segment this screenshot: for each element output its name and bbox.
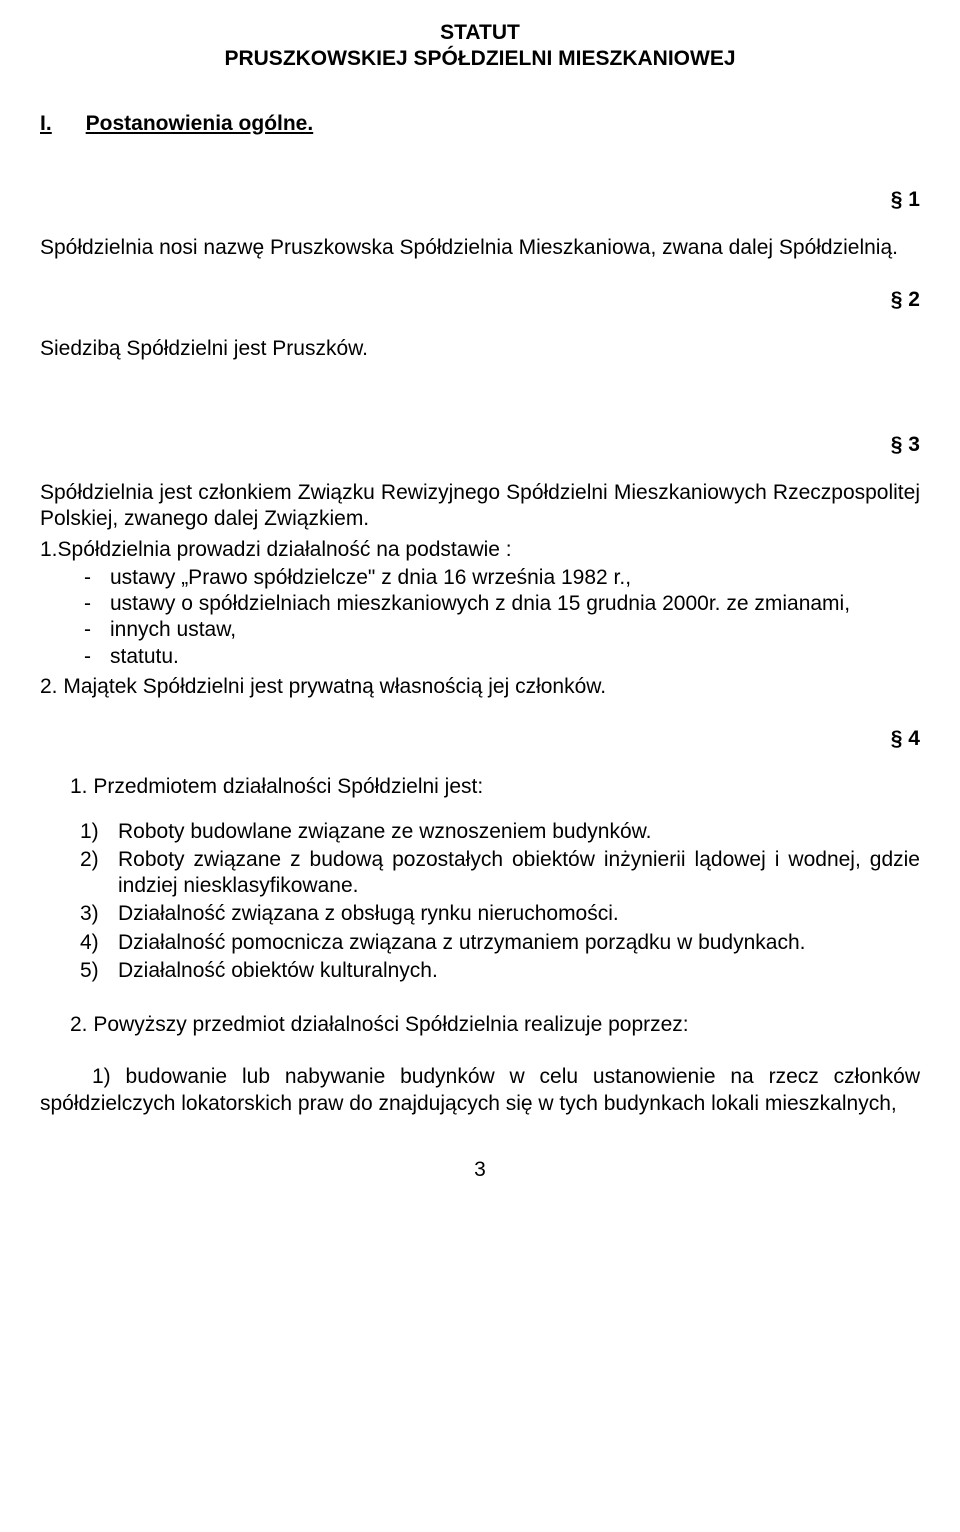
p3-point1-list: -ustawy „Prawo spółdzielcze" z dnia 16 w…: [40, 565, 920, 670]
p3-point1-intro: 1.Spółdzielnia prowadzi działalność na p…: [40, 537, 920, 563]
section-number: I.: [40, 111, 52, 137]
list-item: -innych ustaw,: [84, 617, 920, 643]
paragraph-2-text: Siedzibą Spółdzielni jest Pruszków.: [40, 336, 920, 362]
paragraph-marker-3: § 3: [40, 432, 920, 458]
section-heading-I: I. Postanowienia ogólne.: [40, 111, 920, 137]
list-item: 5)Działalność obiektów kulturalnych.: [80, 958, 920, 984]
list-item: 1)Roboty budowlane związane ze wznoszeni…: [80, 819, 920, 845]
paragraph-marker-2: § 2: [40, 287, 920, 313]
paragraph-1-text: Spółdzielnia nosi nazwę Pruszkowska Spół…: [40, 235, 920, 261]
list-item: 4)Działalność pomocnicza związana z utrz…: [80, 930, 920, 956]
paragraph-marker-4: § 4: [40, 726, 920, 752]
page-number: 3: [40, 1157, 920, 1183]
title-line-1: STATUT: [40, 20, 920, 46]
list-item: 3)Działalność związana z obsługą rynku n…: [80, 901, 920, 927]
p4-point2-item1: 1) budowanie lub nabywanie budynków w ce…: [40, 1064, 920, 1117]
p4-point2-intro: 2. Powyższy przedmiot działalności Spółd…: [40, 1012, 920, 1038]
document-title-block: STATUT PRUSZKOWSKIEJ SPÓŁDZIELNI MIESZKA…: [40, 20, 920, 73]
paragraph-marker-1: § 1: [40, 187, 920, 213]
list-item: 2)Roboty związane z budową pozostałych o…: [80, 847, 920, 900]
p3-point2: 2. Majątek Spółdzielni jest prywatną wła…: [40, 674, 920, 700]
list-item: -ustawy o spółdzielniach mieszkaniowych …: [84, 591, 920, 617]
p4-point1-list: 1)Roboty budowlane związane ze wznoszeni…: [40, 819, 920, 985]
list-item: -ustawy „Prawo spółdzielcze" z dnia 16 w…: [84, 565, 920, 591]
document-page: STATUT PRUSZKOWSKIEJ SPÓŁDZIELNI MIESZKA…: [0, 0, 960, 1532]
list-item: -statutu.: [84, 644, 920, 670]
paragraph-3-text: Spółdzielnia jest członkiem Związku Rewi…: [40, 480, 920, 533]
section-title: Postanowienia ogólne.: [86, 111, 314, 137]
p4-point1-intro: 1. Przedmiotem działalności Spółdzielni …: [40, 774, 920, 800]
title-line-2: PRUSZKOWSKIEJ SPÓŁDZIELNI MIESZKANIOWEJ: [40, 46, 920, 72]
